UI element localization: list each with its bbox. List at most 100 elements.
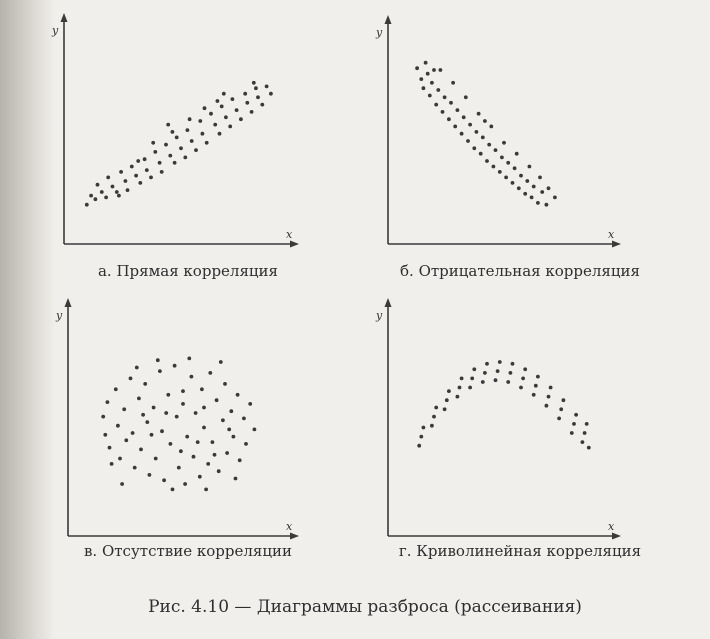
- scatter-point: [546, 394, 551, 399]
- y-axis-arrow-icon: [384, 298, 392, 307]
- scatter-point: [525, 179, 530, 183]
- scatter-point: [185, 434, 190, 439]
- scatter-point: [544, 403, 549, 408]
- scatter-point: [195, 440, 200, 444]
- y-axis-label: y: [55, 309, 63, 322]
- scatter-point: [223, 382, 227, 386]
- panels-layer: x y а. Прямая корреляция x y б. Отрицательная…: [51, 13, 641, 560]
- scatter-point: [141, 412, 146, 417]
- scatter-point: [463, 95, 468, 100]
- scatter-point: [536, 201, 540, 205]
- scatter-point: [483, 119, 487, 123]
- scatter-point: [584, 422, 589, 426]
- scatter-point: [176, 465, 181, 470]
- scatter-point: [423, 60, 428, 65]
- scatter-point: [457, 385, 462, 390]
- scatter-point: [249, 110, 254, 114]
- scatter-point: [129, 164, 134, 169]
- scatter-point: [200, 131, 205, 136]
- scatter-point: [158, 369, 162, 373]
- scatter-point: [123, 179, 128, 183]
- scatter-point: [553, 195, 557, 200]
- scatter-point: [174, 135, 179, 140]
- scatter-point: [225, 451, 230, 455]
- scatter-point: [472, 146, 477, 151]
- scatter-point: [181, 402, 185, 406]
- scatter-point: [224, 115, 228, 120]
- scatter-point: [523, 191, 528, 196]
- scatter-point: [208, 371, 213, 375]
- scatter-point: [421, 425, 426, 430]
- scatter-point: [436, 88, 441, 92]
- scatter-point: [194, 148, 198, 153]
- scatter-point: [216, 469, 221, 474]
- scatter-point: [519, 385, 523, 390]
- scatter-point: [84, 202, 89, 207]
- scatter-point: [572, 422, 576, 426]
- scatter-point: [538, 175, 542, 180]
- scatter-point: [427, 93, 432, 98]
- y-axis-arrow-icon: [60, 13, 68, 22]
- scatter-point: [193, 411, 198, 415]
- scatter-point: [187, 356, 192, 361]
- scatter-point: [130, 431, 135, 435]
- scatter-point: [227, 427, 232, 432]
- scatter-point: [487, 142, 492, 147]
- scatter-point: [502, 140, 506, 145]
- scatter-panel-v: x y в. Отсутствие корреляции: [55, 298, 299, 560]
- scatter-point: [434, 405, 439, 410]
- scatter-point: [521, 376, 525, 381]
- scatter-point: [145, 420, 150, 424]
- scatter-panel-b: x y б. Отрицательная корреляция: [375, 15, 640, 280]
- scatter-point: [147, 473, 152, 477]
- scatter-point: [533, 383, 538, 388]
- scatter-point: [493, 148, 498, 153]
- scatter-point: [183, 482, 188, 486]
- scatter-point: [228, 124, 233, 129]
- scatter-point: [174, 414, 179, 419]
- scatter-point: [214, 398, 219, 403]
- scatter-point: [440, 110, 445, 114]
- scatter-point: [244, 442, 248, 446]
- scatter-point: [242, 416, 246, 421]
- scatter-point: [151, 140, 156, 145]
- scatter-point: [212, 452, 217, 457]
- x-axis-arrow-icon: [612, 240, 621, 248]
- x-axis-arrow-icon: [290, 240, 299, 248]
- scatter-point: [531, 184, 536, 189]
- scatter-point: [582, 431, 587, 435]
- scatter-point: [113, 387, 118, 392]
- scatter-point: [506, 160, 511, 165]
- scatter-point: [139, 447, 143, 452]
- scatter-point: [117, 193, 121, 198]
- scatter-point: [200, 387, 204, 392]
- scatter-point: [142, 157, 147, 162]
- scatter-point: [162, 478, 167, 483]
- scatter-point: [179, 146, 183, 151]
- scatter-point: [243, 91, 248, 96]
- scatter-point: [495, 369, 500, 373]
- scatter-point: [89, 193, 93, 198]
- scatter-point: [536, 374, 540, 379]
- scatter-point: [432, 68, 436, 72]
- scatter-point: [109, 462, 114, 466]
- scatter-point: [204, 140, 209, 145]
- scatter-point: [144, 168, 149, 173]
- scatter-point: [172, 363, 177, 368]
- scatter-point: [415, 66, 419, 71]
- scatter-point: [508, 371, 513, 375]
- scatter-point: [569, 431, 574, 435]
- scatter-point: [586, 445, 591, 450]
- scatter-point: [110, 184, 115, 189]
- scatter-point: [504, 175, 508, 180]
- scatter-point: [510, 181, 515, 185]
- scatter-point: [230, 97, 235, 101]
- scatter-point: [170, 487, 175, 492]
- scatter-point: [231, 434, 236, 439]
- scatter-point: [210, 440, 215, 444]
- scatter-point: [459, 376, 464, 381]
- scatter-point: [474, 130, 479, 134]
- scatter-point: [134, 173, 139, 178]
- scatter-point: [574, 412, 578, 417]
- scatter-point: [124, 438, 129, 443]
